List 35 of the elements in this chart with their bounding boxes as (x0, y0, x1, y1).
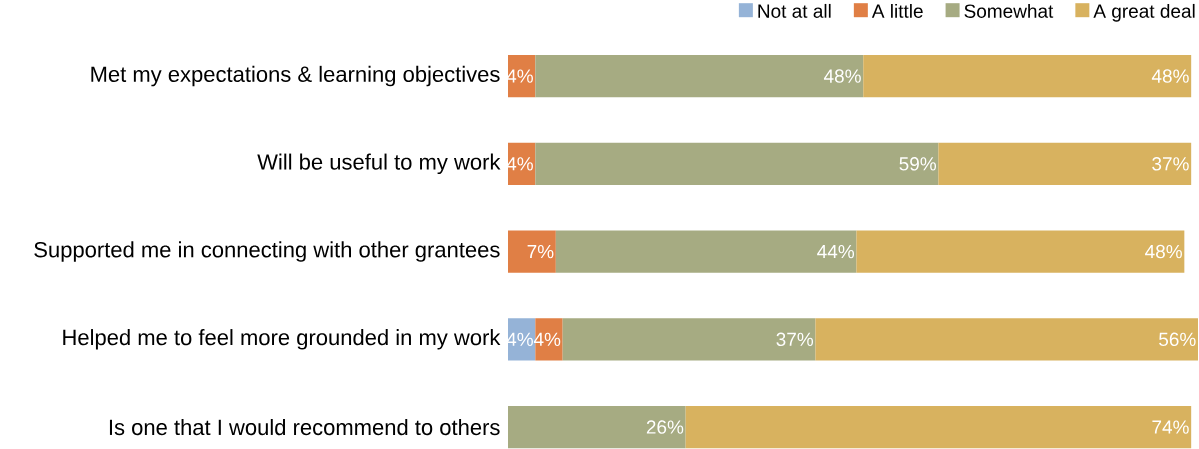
y-tick-label: Helped me to feel more grounded in my work (63, 329, 501, 350)
data-label: 59% (899, 157, 937, 171)
legend-label: Somewhat (964, 3, 1054, 18)
data-label: 48% (823, 69, 861, 83)
data-label: 74% (1152, 420, 1189, 434)
legend-label: A little (871, 3, 923, 18)
data-label: 44% (817, 244, 855, 259)
bar (863, 55, 1192, 98)
data-label: 7% (527, 244, 554, 259)
data-label: 37% (776, 332, 814, 347)
bar (508, 406, 686, 449)
bar (938, 142, 1192, 185)
y-tick-label: Will be useful to my work (257, 153, 501, 175)
legend-label: A great deal (1093, 3, 1195, 22)
bar (535, 55, 864, 98)
bar (508, 230, 556, 273)
data-label: 4% (506, 157, 533, 171)
bar (555, 230, 857, 273)
data-label: 4% (506, 69, 533, 83)
data-label: 48% (1151, 69, 1189, 83)
bar (535, 142, 939, 185)
data-label: 4% (506, 332, 533, 346)
legend-label: Not at all (758, 3, 831, 18)
bar (815, 318, 1199, 361)
y-tick-label: Is one that I would recommend to others (109, 418, 500, 436)
y-tick-label: Met my expectations & learning objectives (91, 65, 500, 87)
data-label: 48% (1145, 244, 1182, 259)
bar (508, 142, 536, 185)
data-label: 37% (1152, 157, 1189, 171)
data-label: 26% (646, 420, 684, 434)
data-label: 56% (1159, 332, 1196, 347)
bar (562, 318, 816, 361)
bar (856, 230, 1185, 273)
bar (685, 406, 1192, 449)
y-tick-label: Supported me in connecting with other grantees (34, 241, 500, 262)
